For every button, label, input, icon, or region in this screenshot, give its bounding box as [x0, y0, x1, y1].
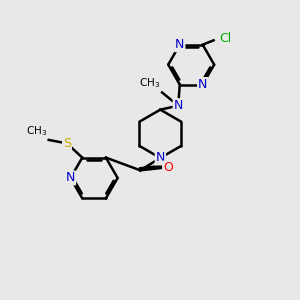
Text: N: N [66, 172, 75, 184]
Text: N: N [156, 152, 165, 164]
Text: S: S [63, 137, 71, 150]
Text: N: N [174, 99, 183, 112]
Text: N: N [175, 38, 184, 51]
Text: N: N [198, 78, 207, 91]
Text: CH$_3$: CH$_3$ [26, 124, 47, 138]
Text: CH$_3$: CH$_3$ [139, 76, 160, 90]
Text: Cl: Cl [219, 32, 231, 45]
Text: O: O [163, 161, 173, 175]
